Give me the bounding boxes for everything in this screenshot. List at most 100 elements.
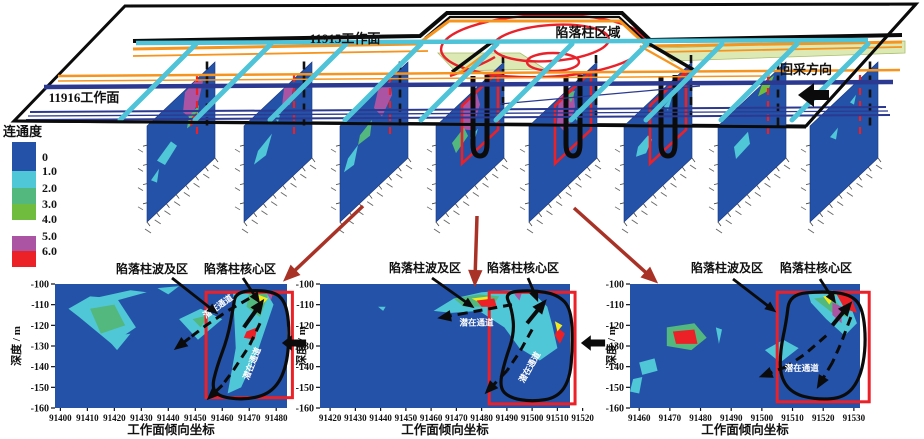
panel-tick-label-mark (546, 210, 553, 216)
panel-tick (567, 185, 572, 190)
x-tick-label: 91470 (238, 413, 261, 423)
x-tick-label: 91450 (395, 413, 418, 423)
annotation-affected: 陷落柱波及区 (691, 260, 763, 275)
panel-tick-label-mark (426, 187, 433, 191)
panel-tick-label-mark (426, 168, 433, 172)
x-tick-label: 91400 (49, 413, 72, 423)
legend-value: 2.0 (42, 181, 57, 195)
label-mining-direction: 回采方向 (780, 62, 832, 77)
detail-plots: 潜在通道潜在通道-100-110-120-130-140-150-1609140… (9, 260, 871, 437)
seam-line-navy-2 (27, 110, 889, 117)
arrowhead (529, 289, 539, 303)
panel-tick (272, 194, 277, 199)
panel-tick-label-mark (744, 201, 752, 206)
panel-tick (142, 183, 148, 185)
plane-bottom-edge (13, 119, 807, 129)
y-tick-label: -120 (606, 321, 624, 332)
panel-tick (586, 166, 591, 172)
panel-tick (691, 157, 696, 163)
connectivity-blob (90, 304, 126, 334)
panel-tick-label-mark (173, 201, 181, 206)
panel-tick (253, 212, 258, 218)
panel-tick (829, 203, 833, 208)
x-tick-label: 91470 (445, 413, 468, 423)
panel-tick-label-mark (807, 228, 815, 234)
panel-tick-label-mark (234, 168, 241, 172)
panel-tick (727, 212, 732, 218)
borehole-tube (563, 75, 583, 159)
panel-tick-label-mark (270, 201, 278, 206)
connectivity-blob (715, 327, 722, 344)
roadway-11915-orange (132, 19, 903, 51)
legend-value: 3.0 (42, 197, 57, 211)
potential-channel-dashed-arrow (221, 322, 262, 387)
panel-tick (775, 166, 780, 172)
x-tick-label: 91440 (157, 413, 180, 423)
panel-tick (528, 221, 533, 227)
panel-tick (713, 164, 719, 166)
panel-tick-label-mark (526, 228, 534, 234)
y-tick-label: -130 (31, 342, 49, 353)
connectivity-blob (106, 333, 131, 351)
potential-channel-dashed-arrow (831, 316, 853, 364)
panel-tick (378, 185, 383, 190)
roadway-11916-orange-b (57, 75, 771, 82)
panel-tick-label-mark (330, 206, 337, 211)
panel-tick (619, 144, 625, 147)
fan-line (117, 41, 199, 123)
x-tick-label: 91460 (211, 413, 234, 423)
panel-tick (717, 221, 722, 227)
panel-tick (431, 183, 437, 185)
legend-swatch (12, 188, 36, 204)
connectivity-blob (157, 141, 177, 166)
label-collapse-region: 陷落柱区域 (555, 25, 620, 40)
panel-tick-label-mark (330, 148, 337, 153)
panel-tick-label-mark (735, 210, 742, 216)
seam-line-navy-thick (43, 79, 894, 90)
connectivity-blob (452, 127, 468, 154)
x-tick-label: 91410 (76, 413, 99, 423)
connectivity-blob (282, 82, 294, 107)
x-tick-label: 91520 (571, 413, 594, 423)
connector-arrow-line (287, 204, 365, 278)
panel-tick-label-mark (501, 164, 509, 170)
connectivity-colorbar: 01.0 2.0 3.04.0 5.06.0 (12, 142, 57, 267)
panel-tick (681, 166, 686, 172)
panel-tick (809, 221, 814, 227)
panel-tick-label-mark (251, 219, 258, 225)
connectivity-blob (554, 327, 565, 344)
connectivity-blob (151, 168, 159, 183)
connectivity-blob (630, 377, 643, 394)
connectivity-blob (243, 327, 258, 340)
panel-tick-label-mark (660, 192, 668, 197)
panel-tick-label-mark (817, 219, 824, 225)
arrowhead (640, 266, 659, 284)
panel-tick (805, 144, 811, 147)
panel-tick-label-mark (519, 148, 526, 153)
panel-tick-label-mark (234, 187, 241, 191)
panel-tick-label-mark (193, 182, 200, 188)
panel-tick (493, 166, 498, 172)
panel-tick (282, 185, 287, 190)
mining-direction-arrow-icon (798, 83, 829, 107)
x-tick-label: 91510 (781, 413, 804, 423)
panel-tick-label-mark (519, 206, 526, 211)
panel-tick (805, 202, 811, 205)
panel-tick (805, 183, 811, 185)
panel-tick-label-mark (614, 187, 621, 191)
arrowhead (173, 337, 189, 351)
arrowhead (250, 298, 265, 315)
legend-value: 1.0 (42, 164, 57, 178)
panel-tick-label-mark (866, 173, 873, 179)
panel-tick-label-mark (300, 173, 307, 179)
y-tick-label: -160 (31, 404, 49, 415)
y-tick-label: -120 (296, 321, 314, 332)
panel-tick (643, 203, 647, 208)
x-tick-label: 91510 (546, 413, 569, 423)
panel-tick-label-mark (827, 210, 834, 216)
annotation-core: 陷落柱核心区 (780, 260, 852, 275)
x-tick-label: 91440 (369, 413, 392, 423)
x-tick-label: 91490 (496, 413, 519, 423)
detail-plot-detail-section-middle: 潜在通道潜在通道-100-110-120-130-140-150-1609142… (281, 260, 594, 437)
panel-tick-label-mark (386, 182, 393, 188)
